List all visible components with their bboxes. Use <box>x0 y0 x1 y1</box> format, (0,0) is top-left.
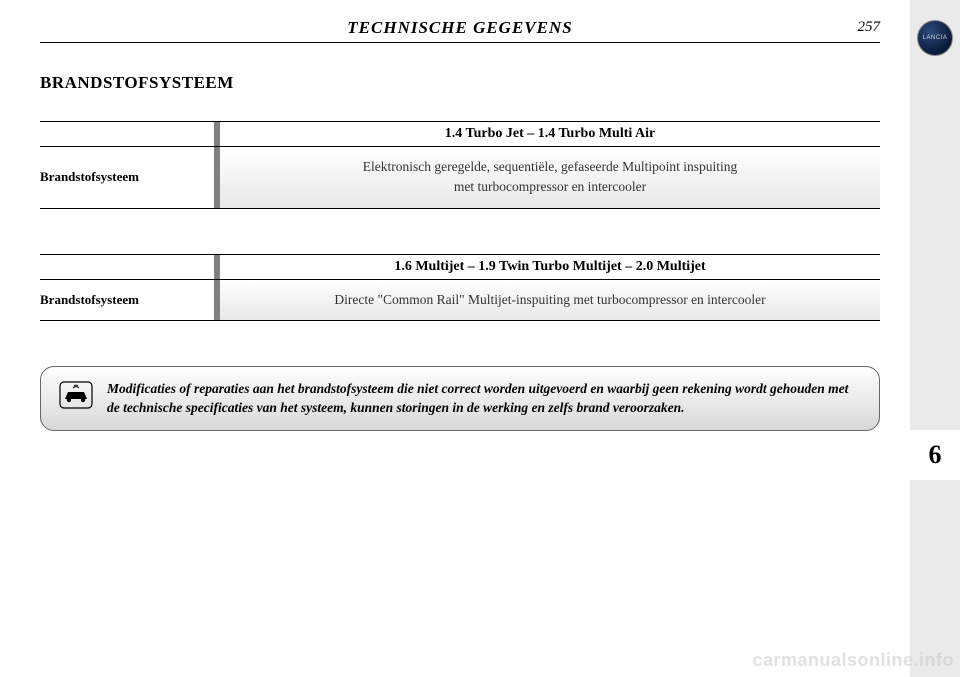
table-header-row: 1.6 Multijet – 1.9 Twin Turbo Multijet –… <box>40 254 880 280</box>
side-strip: LANCIA 6 <box>910 0 960 677</box>
header-title: TECHNISCHE GEGEVENS <box>40 18 880 38</box>
table-column-header: 1.4 Turbo Jet – 1.4 Turbo Multi Air <box>220 122 880 146</box>
spec-table: 1.6 Multijet – 1.9 Twin Turbo Multijet –… <box>40 254 880 321</box>
table-row: Brandstofsysteem Elektronisch geregelde,… <box>40 147 880 209</box>
page-header: TECHNISCHE GEGEVENS 257 <box>40 10 880 38</box>
chapter-number: 6 <box>929 440 942 470</box>
page-number: 257 <box>858 19 881 36</box>
table-header-row: 1.4 Turbo Jet – 1.4 Turbo Multi Air <box>40 121 880 147</box>
brand-logo: LANCIA <box>917 20 953 56</box>
table-row: Brandstofsysteem Directe "Common Rail" M… <box>40 280 880 321</box>
header-rule <box>40 42 880 43</box>
table-header-empty <box>40 122 220 146</box>
chapter-tab: 6 <box>910 430 960 480</box>
section-title: BRANDSTOFSYSTEEM <box>40 73 880 93</box>
watermark: carmanualsonline.info <box>752 650 954 671</box>
page-content: TECHNISCHE GEGEVENS 257 BRANDSTOFSYSTEEM… <box>40 10 880 660</box>
warning-text: Modificaties of reparaties aan het brand… <box>107 379 861 418</box>
table-column-header: 1.6 Multijet – 1.9 Twin Turbo Multijet –… <box>220 255 880 279</box>
warning-box: Modificaties of reparaties aan het brand… <box>40 366 880 431</box>
spec-table: 1.4 Turbo Jet – 1.4 Turbo Multi Air Bran… <box>40 121 880 209</box>
table-header-empty <box>40 255 220 279</box>
table-row-value: Elektronisch geregelde, sequentiële, gef… <box>220 147 880 208</box>
warning-car-icon <box>59 381 93 409</box>
table-row-label: Brandstofsysteem <box>40 280 220 320</box>
table-row-label: Brandstofsysteem <box>40 147 220 208</box>
table-row-value: Directe "Common Rail" Multijet-inspuitin… <box>220 280 880 320</box>
brand-logo-text: LANCIA <box>923 35 948 41</box>
